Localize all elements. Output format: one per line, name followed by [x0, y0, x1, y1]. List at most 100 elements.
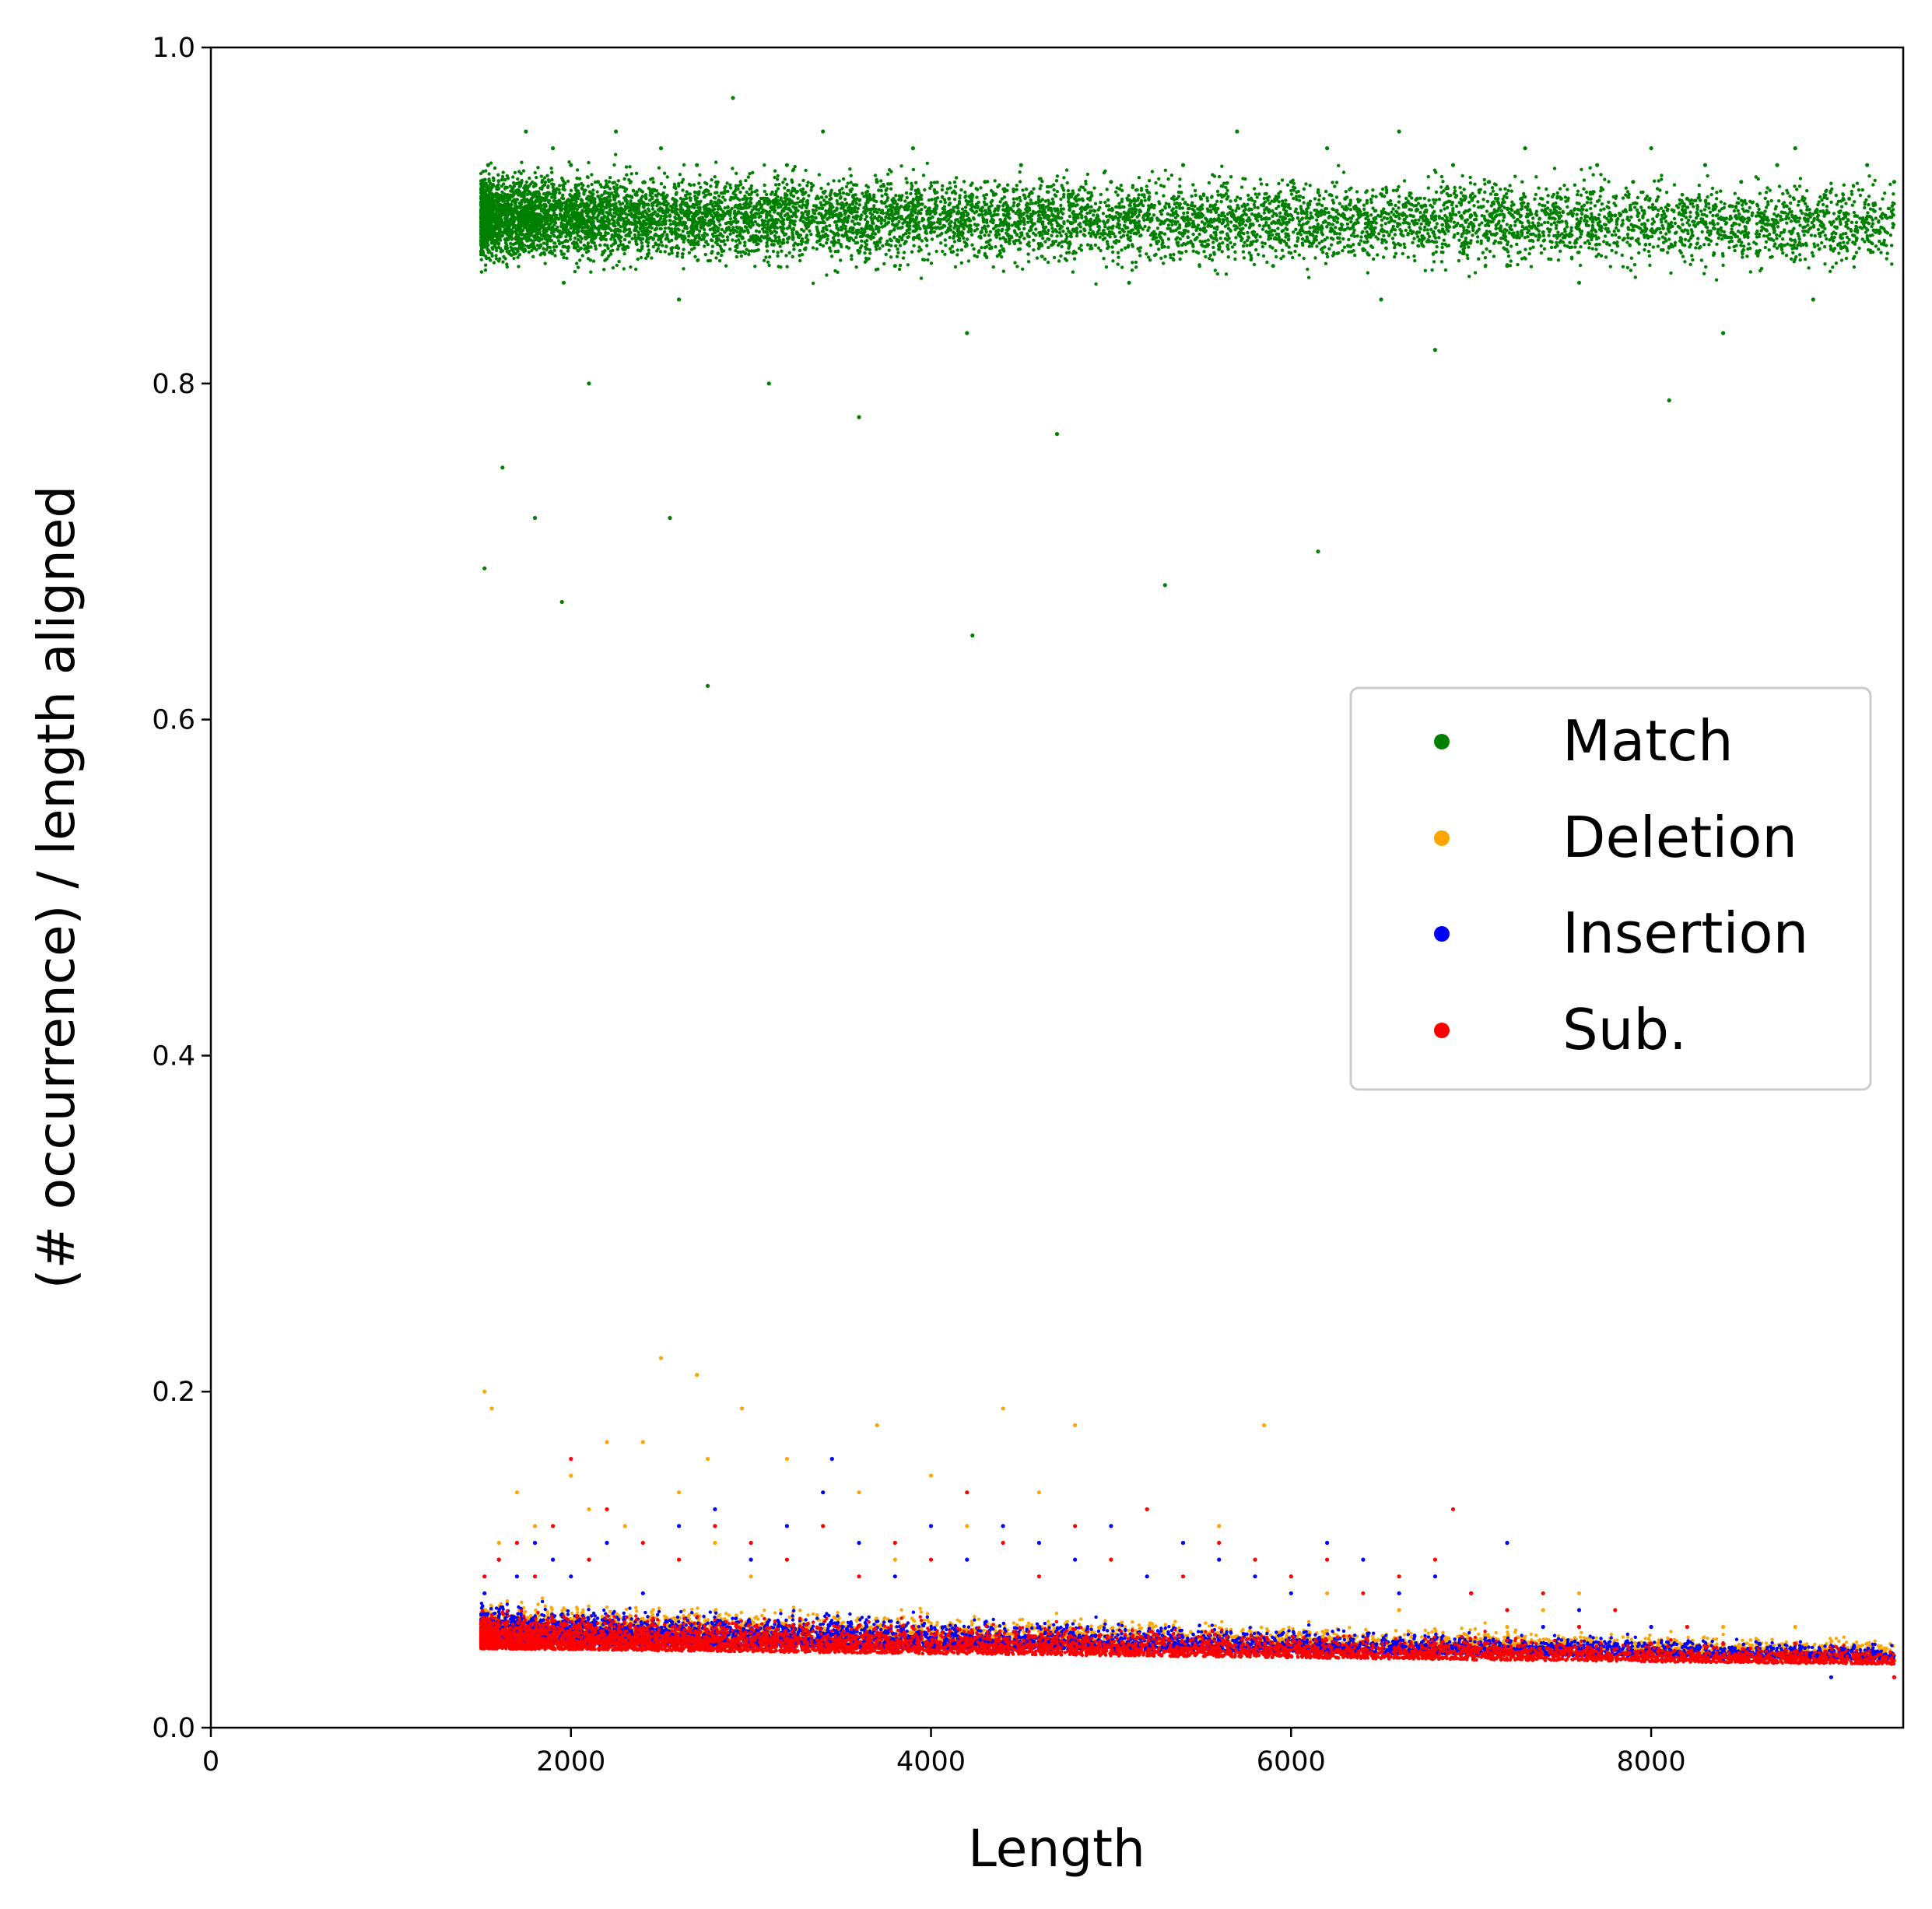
- scatter-point: [960, 261, 963, 265]
- scatter-point: [496, 179, 500, 182]
- scatter-point: [1435, 251, 1438, 254]
- scatter-point: [889, 237, 892, 240]
- scatter-point: [1255, 239, 1258, 242]
- scatter-point: [1250, 198, 1254, 202]
- scatter-point: [693, 255, 696, 258]
- scatter-point: [720, 191, 723, 195]
- scatter-point: [801, 179, 805, 182]
- scatter-point: [588, 190, 591, 193]
- scatter-point: [594, 244, 597, 247]
- scatter-point: [484, 268, 487, 272]
- scatter-point: [1628, 219, 1631, 222]
- scatter-point: [1597, 243, 1601, 246]
- scatter-point: [660, 182, 663, 185]
- scatter-point: [608, 180, 611, 183]
- scatter-point: [1159, 184, 1162, 187]
- scatter-point: [1390, 210, 1393, 213]
- scatter-point: [1404, 229, 1408, 232]
- scatter-point: [1162, 194, 1165, 197]
- scatter-point: [966, 202, 969, 205]
- scatter-point: [798, 259, 801, 262]
- scatter-point: [1720, 200, 1723, 203]
- scatter-point: [1785, 254, 1788, 257]
- scatter-point: [1374, 195, 1377, 198]
- scatter-point: [678, 173, 682, 176]
- scatter-point: [1126, 233, 1129, 237]
- scatter-point: [689, 184, 692, 187]
- scatter-point: [1277, 182, 1280, 185]
- scatter-point: [1208, 257, 1211, 260]
- scatter-point: [785, 183, 788, 186]
- scatter-point: [696, 258, 700, 261]
- scatter-point: [1260, 182, 1263, 185]
- scatter-point: [1463, 188, 1466, 191]
- scatter-point: [1348, 188, 1351, 191]
- scatter-point: [1733, 209, 1736, 212]
- scatter-point: [1810, 233, 1813, 237]
- scatter-point: [921, 258, 924, 261]
- scatter-point: [1790, 247, 1793, 250]
- scatter-point: [860, 227, 863, 230]
- scatter-point: [1372, 258, 1375, 261]
- scatter-point: [1092, 209, 1095, 212]
- scatter-point: [966, 237, 969, 240]
- scatter-point: [1075, 231, 1078, 234]
- scatter-point: [1309, 200, 1312, 203]
- scatter-point: [848, 167, 851, 170]
- scatter-point: [1484, 265, 1487, 268]
- scatter-point: [566, 249, 570, 252]
- scatter-point: [1546, 221, 1549, 224]
- scatter-point: [1387, 221, 1390, 224]
- scatter-point: [1765, 186, 1769, 189]
- scatter-point: [791, 238, 794, 241]
- scatter-point: [1327, 193, 1331, 196]
- scatter-point: [1394, 228, 1397, 231]
- scatter-point: [765, 210, 768, 213]
- scatter-point: [1276, 226, 1279, 230]
- scatter-point: [1229, 220, 1232, 223]
- scatter-point: [1117, 240, 1120, 243]
- scatter-point: [528, 177, 531, 180]
- scatter-point: [640, 256, 643, 259]
- scatter-point: [1711, 187, 1714, 190]
- scatter-point: [1600, 186, 1603, 189]
- scatter-point: [813, 216, 816, 219]
- scatter-point: [1529, 247, 1532, 250]
- scatter-point: [610, 204, 613, 207]
- scatter-point: [1709, 240, 1713, 243]
- scatter-point: [1709, 232, 1712, 235]
- scatter-point: [1039, 187, 1042, 190]
- scatter-point: [1707, 206, 1710, 209]
- scatter-point: [1677, 225, 1680, 228]
- scatter-point: [1262, 254, 1265, 258]
- scatter-point: [1871, 242, 1874, 245]
- scatter-point: [721, 235, 724, 238]
- scatter-point: [1835, 194, 1838, 197]
- scatter-point: [1233, 228, 1236, 231]
- scatter-point: [1695, 223, 1699, 226]
- scatter-point: [1758, 208, 1761, 211]
- scatter-point: [1688, 215, 1692, 218]
- scatter-point: [1056, 209, 1059, 212]
- scatter-point: [1492, 254, 1495, 258]
- scatter-point: [1329, 230, 1332, 233]
- scatter-point: [987, 233, 991, 237]
- scatter-point: [1734, 192, 1737, 195]
- scatter-point: [590, 239, 593, 242]
- scatter-point: [591, 194, 594, 197]
- scatter-point: [1612, 202, 1615, 205]
- scatter-point: [1391, 207, 1394, 210]
- scatter-point: [963, 195, 966, 198]
- scatter-point: [513, 192, 516, 195]
- scatter-point: [1015, 188, 1018, 191]
- scatter-point: [636, 258, 640, 261]
- scatter-point: [611, 218, 614, 221]
- scatter-point: [1604, 255, 1608, 258]
- scatter-point: [1338, 232, 1341, 235]
- scatter-point: [1327, 247, 1331, 251]
- scatter-point: [1277, 233, 1280, 236]
- scatter-point: [1441, 180, 1444, 183]
- scatter-point: [1326, 255, 1329, 258]
- scatter-point: [1176, 240, 1180, 244]
- scatter-point: [1550, 246, 1553, 249]
